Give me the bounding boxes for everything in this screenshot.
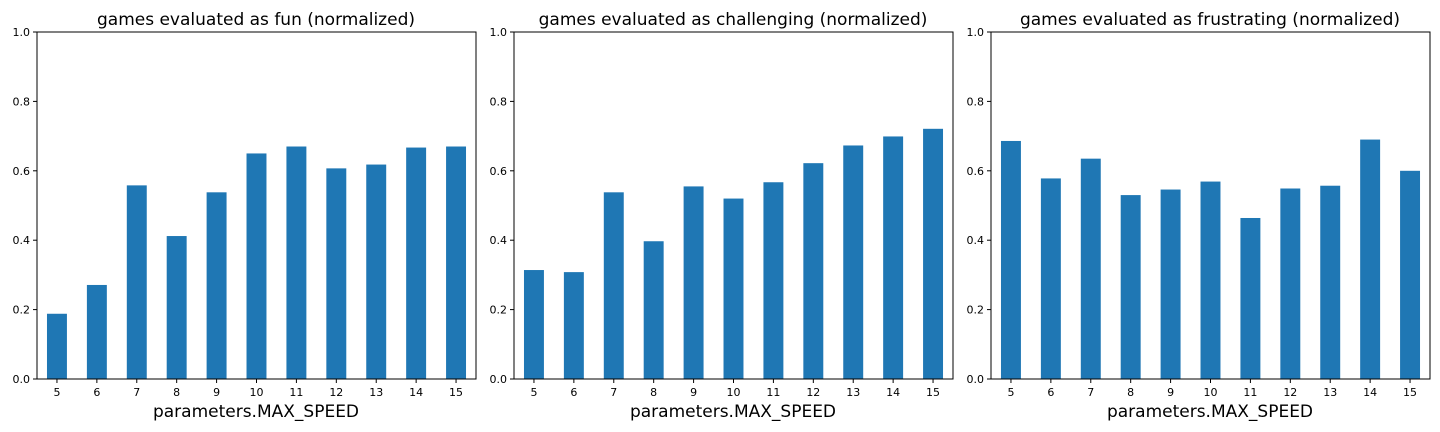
bar-10	[723, 198, 744, 379]
bar-5	[1000, 140, 1021, 379]
bar-12	[1280, 188, 1301, 379]
y-tick-label: 0.4	[490, 234, 508, 247]
x-tick-label: 15	[926, 386, 940, 399]
bar-7	[126, 185, 147, 379]
bar-13	[366, 164, 387, 379]
bar-6	[563, 272, 584, 379]
y-tick-label: 0.8	[490, 95, 508, 108]
y-tick-label: 0.0	[967, 373, 985, 386]
x-axis-label: parameters.MAX_SPEED	[630, 402, 836, 422]
x-tick-label: 7	[610, 386, 617, 399]
x-tick-label: 6	[570, 386, 577, 399]
bar-14	[1360, 139, 1381, 379]
y-tick-label: 1.0	[13, 26, 31, 39]
x-tick-label: 10	[727, 386, 741, 399]
bar-5	[523, 270, 544, 379]
y-tick-label: 0.2	[967, 304, 985, 317]
x-tick-label: 13	[369, 386, 383, 399]
bar-6	[1040, 178, 1061, 379]
y-tick-label: 0.4	[13, 234, 31, 247]
x-tick-label: 9	[1167, 386, 1174, 399]
bar-8	[1120, 195, 1141, 379]
chart-title: games evaluated as challenging (normaliz…	[539, 10, 928, 30]
x-tick-label: 8	[650, 386, 657, 399]
x-tick-label: 15	[1403, 386, 1417, 399]
bar-15	[1400, 170, 1421, 379]
x-tick-label: 13	[846, 386, 860, 399]
bar-11	[763, 182, 784, 379]
x-tick-label: 7	[133, 386, 140, 399]
y-tick-label: 0.6	[967, 165, 985, 178]
y-tick-label: 0.0	[490, 373, 508, 386]
bar-8	[166, 236, 187, 379]
bar-11	[1240, 217, 1261, 379]
bar-7	[1080, 158, 1101, 379]
bar-6	[86, 284, 107, 379]
x-tick-label: 14	[886, 386, 900, 399]
x-tick-label: 6	[1047, 386, 1054, 399]
x-tick-label: 13	[1323, 386, 1337, 399]
x-tick-label: 5	[1007, 386, 1014, 399]
x-axis-label: parameters.MAX_SPEED	[1107, 402, 1313, 422]
y-tick-label: 0.8	[967, 95, 985, 108]
chart-title: games evaluated as frustrating (normaliz…	[1020, 10, 1400, 30]
bar-12	[803, 163, 824, 379]
x-tick-label: 7	[1087, 386, 1094, 399]
bar-13	[1320, 185, 1341, 379]
x-tick-label: 15	[449, 386, 463, 399]
x-tick-label: 8	[1127, 386, 1134, 399]
y-tick-label: 1.0	[490, 26, 508, 39]
x-tick-label: 12	[806, 386, 820, 399]
y-tick-label: 0.6	[490, 165, 508, 178]
bar-10	[1200, 181, 1221, 379]
bar-9	[206, 192, 227, 379]
chart-fun: games evaluated as fun (normalized) para…	[13, 10, 477, 422]
x-tick-label: 12	[1283, 386, 1297, 399]
x-tick-label: 5	[530, 386, 537, 399]
bar-13	[843, 145, 864, 379]
chart-challenging: games evaluated as challenging (normaliz…	[490, 10, 954, 422]
y-tick-label: 0.6	[13, 165, 31, 178]
bar-9	[1160, 189, 1181, 379]
x-tick-label: 11	[289, 386, 303, 399]
chart-frustrating: games evaluated as frustrating (normaliz…	[967, 10, 1431, 422]
chart-title: games evaluated as fun (normalized)	[97, 10, 415, 30]
y-tick-label: 0.2	[13, 304, 31, 317]
x-tick-label: 9	[690, 386, 697, 399]
y-tick-label: 0.8	[13, 95, 31, 108]
x-tick-label: 8	[173, 386, 180, 399]
y-tick-label: 0.0	[13, 373, 31, 386]
bar-10	[246, 153, 267, 379]
bar-14	[883, 136, 904, 379]
y-tick-label: 0.4	[967, 234, 985, 247]
bar-9	[683, 186, 704, 379]
y-tick-label: 1.0	[967, 26, 985, 39]
x-tick-label: 14	[409, 386, 423, 399]
bar-14	[406, 147, 427, 379]
x-tick-label: 10	[250, 386, 264, 399]
bar-5	[46, 313, 67, 379]
bar-15	[923, 128, 944, 379]
bar-7	[603, 192, 624, 379]
x-axis-label: parameters.MAX_SPEED	[153, 402, 359, 422]
bar-8	[643, 241, 664, 379]
x-tick-label: 9	[213, 386, 220, 399]
x-tick-label: 12	[329, 386, 343, 399]
y-tick-label: 0.2	[490, 304, 508, 317]
x-tick-label: 6	[93, 386, 100, 399]
x-tick-label: 11	[1243, 386, 1257, 399]
bar-15	[446, 146, 467, 379]
x-tick-label: 11	[766, 386, 780, 399]
x-tick-label: 10	[1204, 386, 1218, 399]
x-tick-label: 14	[1363, 386, 1377, 399]
bar-12	[326, 168, 347, 379]
bar-11	[286, 146, 307, 379]
x-tick-label: 5	[53, 386, 60, 399]
